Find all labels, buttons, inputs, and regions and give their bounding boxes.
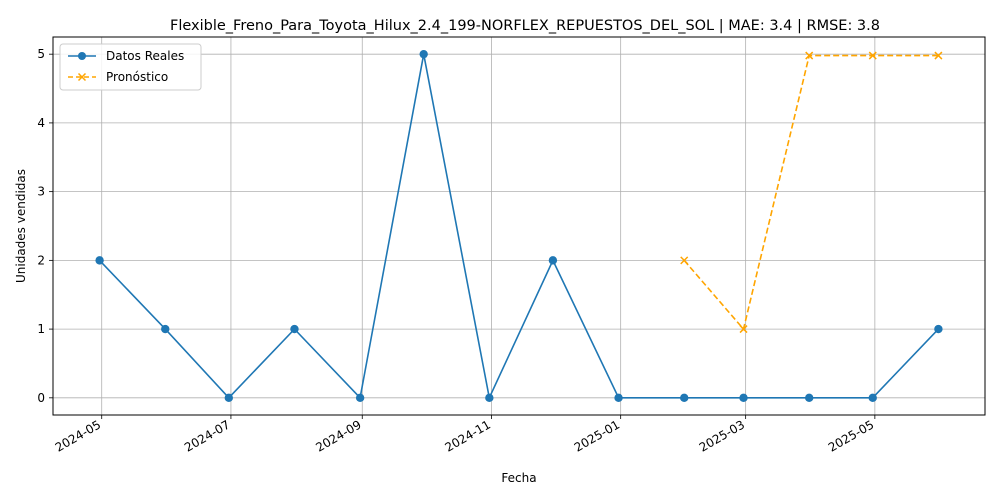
x-tick-label: 2024-09	[313, 417, 363, 454]
forecast-point	[934, 51, 943, 60]
series-line-1	[683, 54, 939, 331]
legend-marker-pronostico	[77, 72, 87, 82]
legend: Datos Reales Pronóstico	[59, 43, 202, 91]
data-point	[868, 393, 877, 403]
x-tick-label: 2025-03	[697, 417, 747, 454]
forecast-point	[868, 51, 877, 60]
y-tick-label: 3	[37, 185, 45, 199]
y-tick-label: 4	[37, 116, 45, 130]
data-point	[290, 324, 299, 334]
x-tick-label: 2024-05	[53, 417, 103, 454]
data-point	[161, 324, 170, 334]
y-tick-label: 5	[37, 47, 45, 61]
y-tick-label: 0	[37, 391, 45, 405]
axes: 0 1 2 3 4 5 2024-05 2024-07 2024-09 2024-11 2025-0…	[37, 47, 876, 454]
series-line-0	[99, 54, 939, 401]
data-point	[485, 393, 494, 403]
x-tick-label: 2024-11	[443, 417, 493, 454]
y-tick-label: 1	[37, 322, 45, 336]
chart-title: Flexible_Freno_Para_Toyota_Hilux_2.4_199…	[170, 18, 880, 34]
x-tick-label: 2025-05	[826, 417, 876, 454]
data-point	[739, 393, 748, 403]
data-point	[224, 393, 234, 403]
data-point	[355, 393, 365, 403]
x-tick-label: 2024-07	[182, 417, 232, 454]
plot-frame	[52, 36, 986, 416]
legend-marker-datos-reales	[78, 52, 86, 60]
grid	[53, 37, 985, 415]
forecast-point	[805, 51, 814, 60]
legend-label-pronostico: Pronóstico	[106, 70, 168, 84]
data-point	[95, 256, 104, 265]
forecast-point	[739, 325, 748, 334]
x-axis-label: Fecha	[501, 471, 536, 485]
series-layer	[95, 49, 943, 403]
forecast-point	[680, 256, 689, 265]
data-point	[804, 393, 814, 403]
data-point	[934, 324, 943, 334]
data-point	[419, 49, 428, 59]
legend-label-datos-reales: Datos Reales	[106, 49, 184, 63]
x-tick-label: 2025-01	[572, 417, 622, 454]
data-point	[680, 393, 689, 403]
data-point	[614, 393, 623, 403]
y-axis-label: Unidades vendidas	[14, 169, 28, 283]
data-point	[548, 256, 558, 265]
y-tick-label: 2	[37, 253, 45, 267]
